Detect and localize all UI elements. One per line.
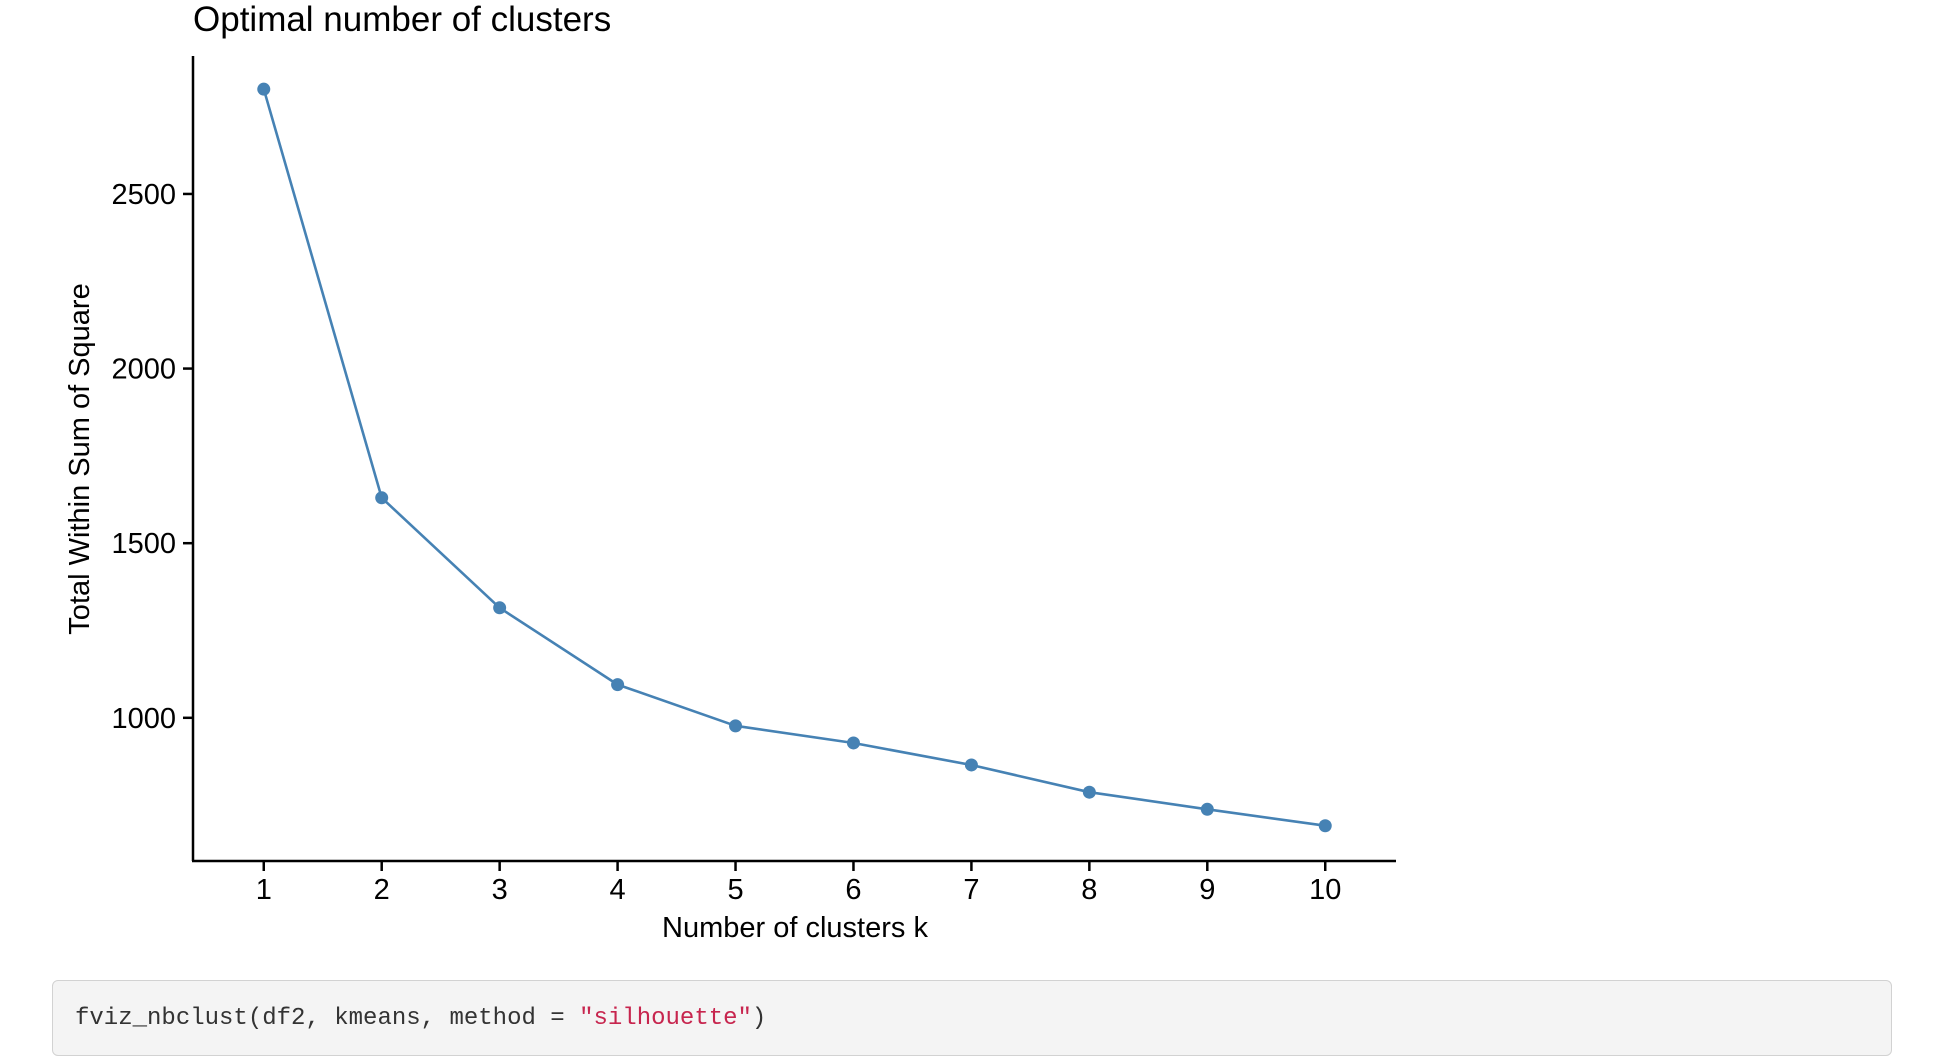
code-string-literal: "silhouette" <box>579 1004 752 1032</box>
data-point <box>1082 785 1096 799</box>
axis-ticks: 1000 1500 2000 2500 1 2 3 4 5 6 7 8 9 10 <box>111 179 1341 906</box>
data-point <box>257 82 271 96</box>
x-tick-label: 3 <box>492 874 508 906</box>
data-point <box>1318 819 1332 833</box>
x-tick-label: 4 <box>610 874 626 906</box>
x-tick-label: 10 <box>1309 874 1341 906</box>
x-axis-title: Number of clusters k <box>662 912 928 944</box>
x-tick-label: 9 <box>1199 874 1215 906</box>
x-tick-label: 8 <box>1081 874 1097 906</box>
code-text-suffix: ) <box>751 1004 767 1032</box>
data-point <box>729 719 743 733</box>
x-tick-label: 7 <box>963 874 979 906</box>
data-point <box>846 736 860 750</box>
x-tick-label: 6 <box>845 874 861 906</box>
plot-area <box>257 82 1332 833</box>
y-tick-label: 1500 <box>111 528 176 560</box>
data-point <box>493 601 507 615</box>
series-line <box>262 88 1326 827</box>
chart-title: Optimal number of clusters <box>193 0 611 39</box>
x-tick-label: 1 <box>256 874 272 906</box>
y-tick-label: 2000 <box>111 354 176 386</box>
data-point <box>611 678 625 692</box>
data-point <box>1200 802 1214 816</box>
x-tick-label: 2 <box>374 874 390 906</box>
y-axis-title: Total Within Sum of Square <box>64 283 96 634</box>
data-point <box>375 491 389 505</box>
code-block: fviz_nbclust(df2, kmeans, method = "silh… <box>52 980 1892 1056</box>
data-point <box>964 758 978 772</box>
chart: Optimal number of clusters Total Within … <box>64 0 1396 944</box>
code-text: fviz_nbclust(df2, kmeans, method = <box>75 1004 580 1032</box>
y-tick-label: 2500 <box>111 179 176 211</box>
x-tick-label: 5 <box>727 874 743 906</box>
y-tick-label: 1000 <box>111 703 176 735</box>
